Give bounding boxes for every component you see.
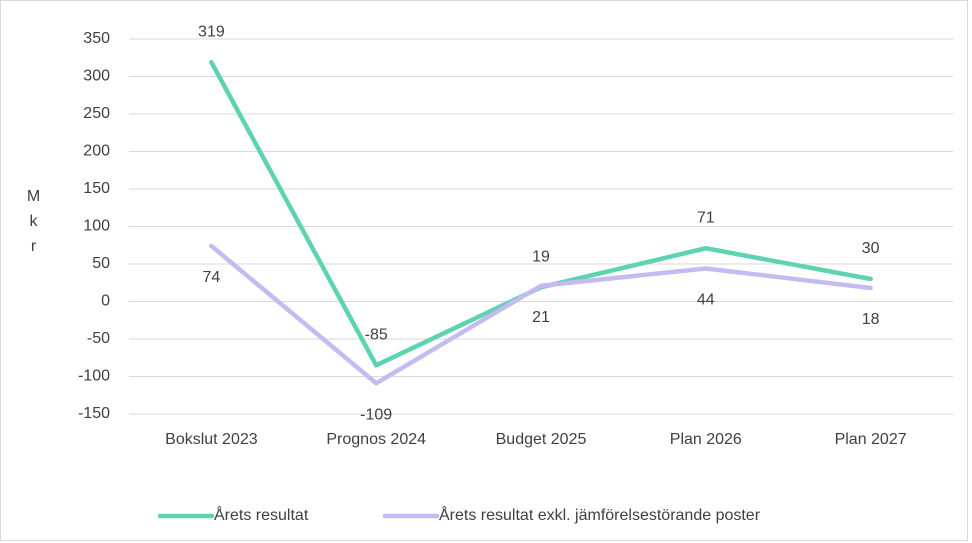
y-tick-label: 350 — [83, 30, 110, 47]
y-tick-label: 100 — [83, 218, 110, 235]
y-tick-label: 150 — [83, 180, 110, 197]
data-label: 30 — [862, 240, 880, 257]
x-tick-label: Prognos 2024 — [326, 431, 426, 448]
series-line — [209, 243, 873, 386]
y-tick-label: -50 — [87, 330, 110, 347]
x-tick-label: Plan 2026 — [670, 431, 742, 448]
data-label: -109 — [360, 406, 392, 423]
data-label: 21 — [532, 309, 550, 326]
data-label: 18 — [862, 311, 880, 328]
y-tick-label: 0 — [101, 293, 110, 310]
y-tick-label: -100 — [78, 368, 110, 385]
x-tick-label: Bokslut 2023 — [165, 431, 258, 448]
x-tick-label: Plan 2027 — [835, 431, 907, 448]
y-tick-label: 250 — [83, 105, 110, 122]
y-tick-label: 300 — [83, 68, 110, 85]
data-label: 44 — [697, 292, 715, 309]
x-tick-label: Budget 2025 — [496, 431, 587, 448]
y-axis-label: Mkr — [25, 188, 42, 263]
legend-label: Årets resultat — [214, 505, 309, 524]
data-label: 74 — [203, 269, 221, 286]
y-tick-label: 200 — [83, 143, 110, 160]
y-tick-label: -150 — [78, 405, 110, 422]
data-label: -85 — [365, 326, 388, 343]
data-label: 19 — [532, 248, 550, 265]
legend-label: Årets resultat exkl. jämförelsestörande … — [439, 505, 761, 524]
data-label: 71 — [697, 209, 715, 226]
y-tick-label: 50 — [92, 255, 110, 272]
data-label: 319 — [198, 23, 225, 40]
